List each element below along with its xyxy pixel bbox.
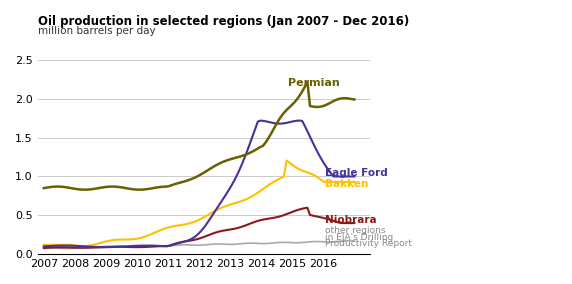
Text: million barrels per day: million barrels per day	[38, 26, 155, 36]
Text: Bakken: Bakken	[325, 179, 368, 189]
Text: Oil production in selected regions (Jan 2007 - Dec 2016): Oil production in selected regions (Jan …	[38, 15, 409, 28]
Text: Eagle Ford: Eagle Ford	[325, 168, 388, 178]
Text: Productivity Report: Productivity Report	[325, 239, 412, 248]
Text: in EIA's Drilling: in EIA's Drilling	[325, 233, 393, 242]
Text: other regions: other regions	[325, 226, 386, 235]
Text: Niobrara: Niobrara	[325, 215, 376, 225]
Text: Permian: Permian	[288, 78, 339, 88]
